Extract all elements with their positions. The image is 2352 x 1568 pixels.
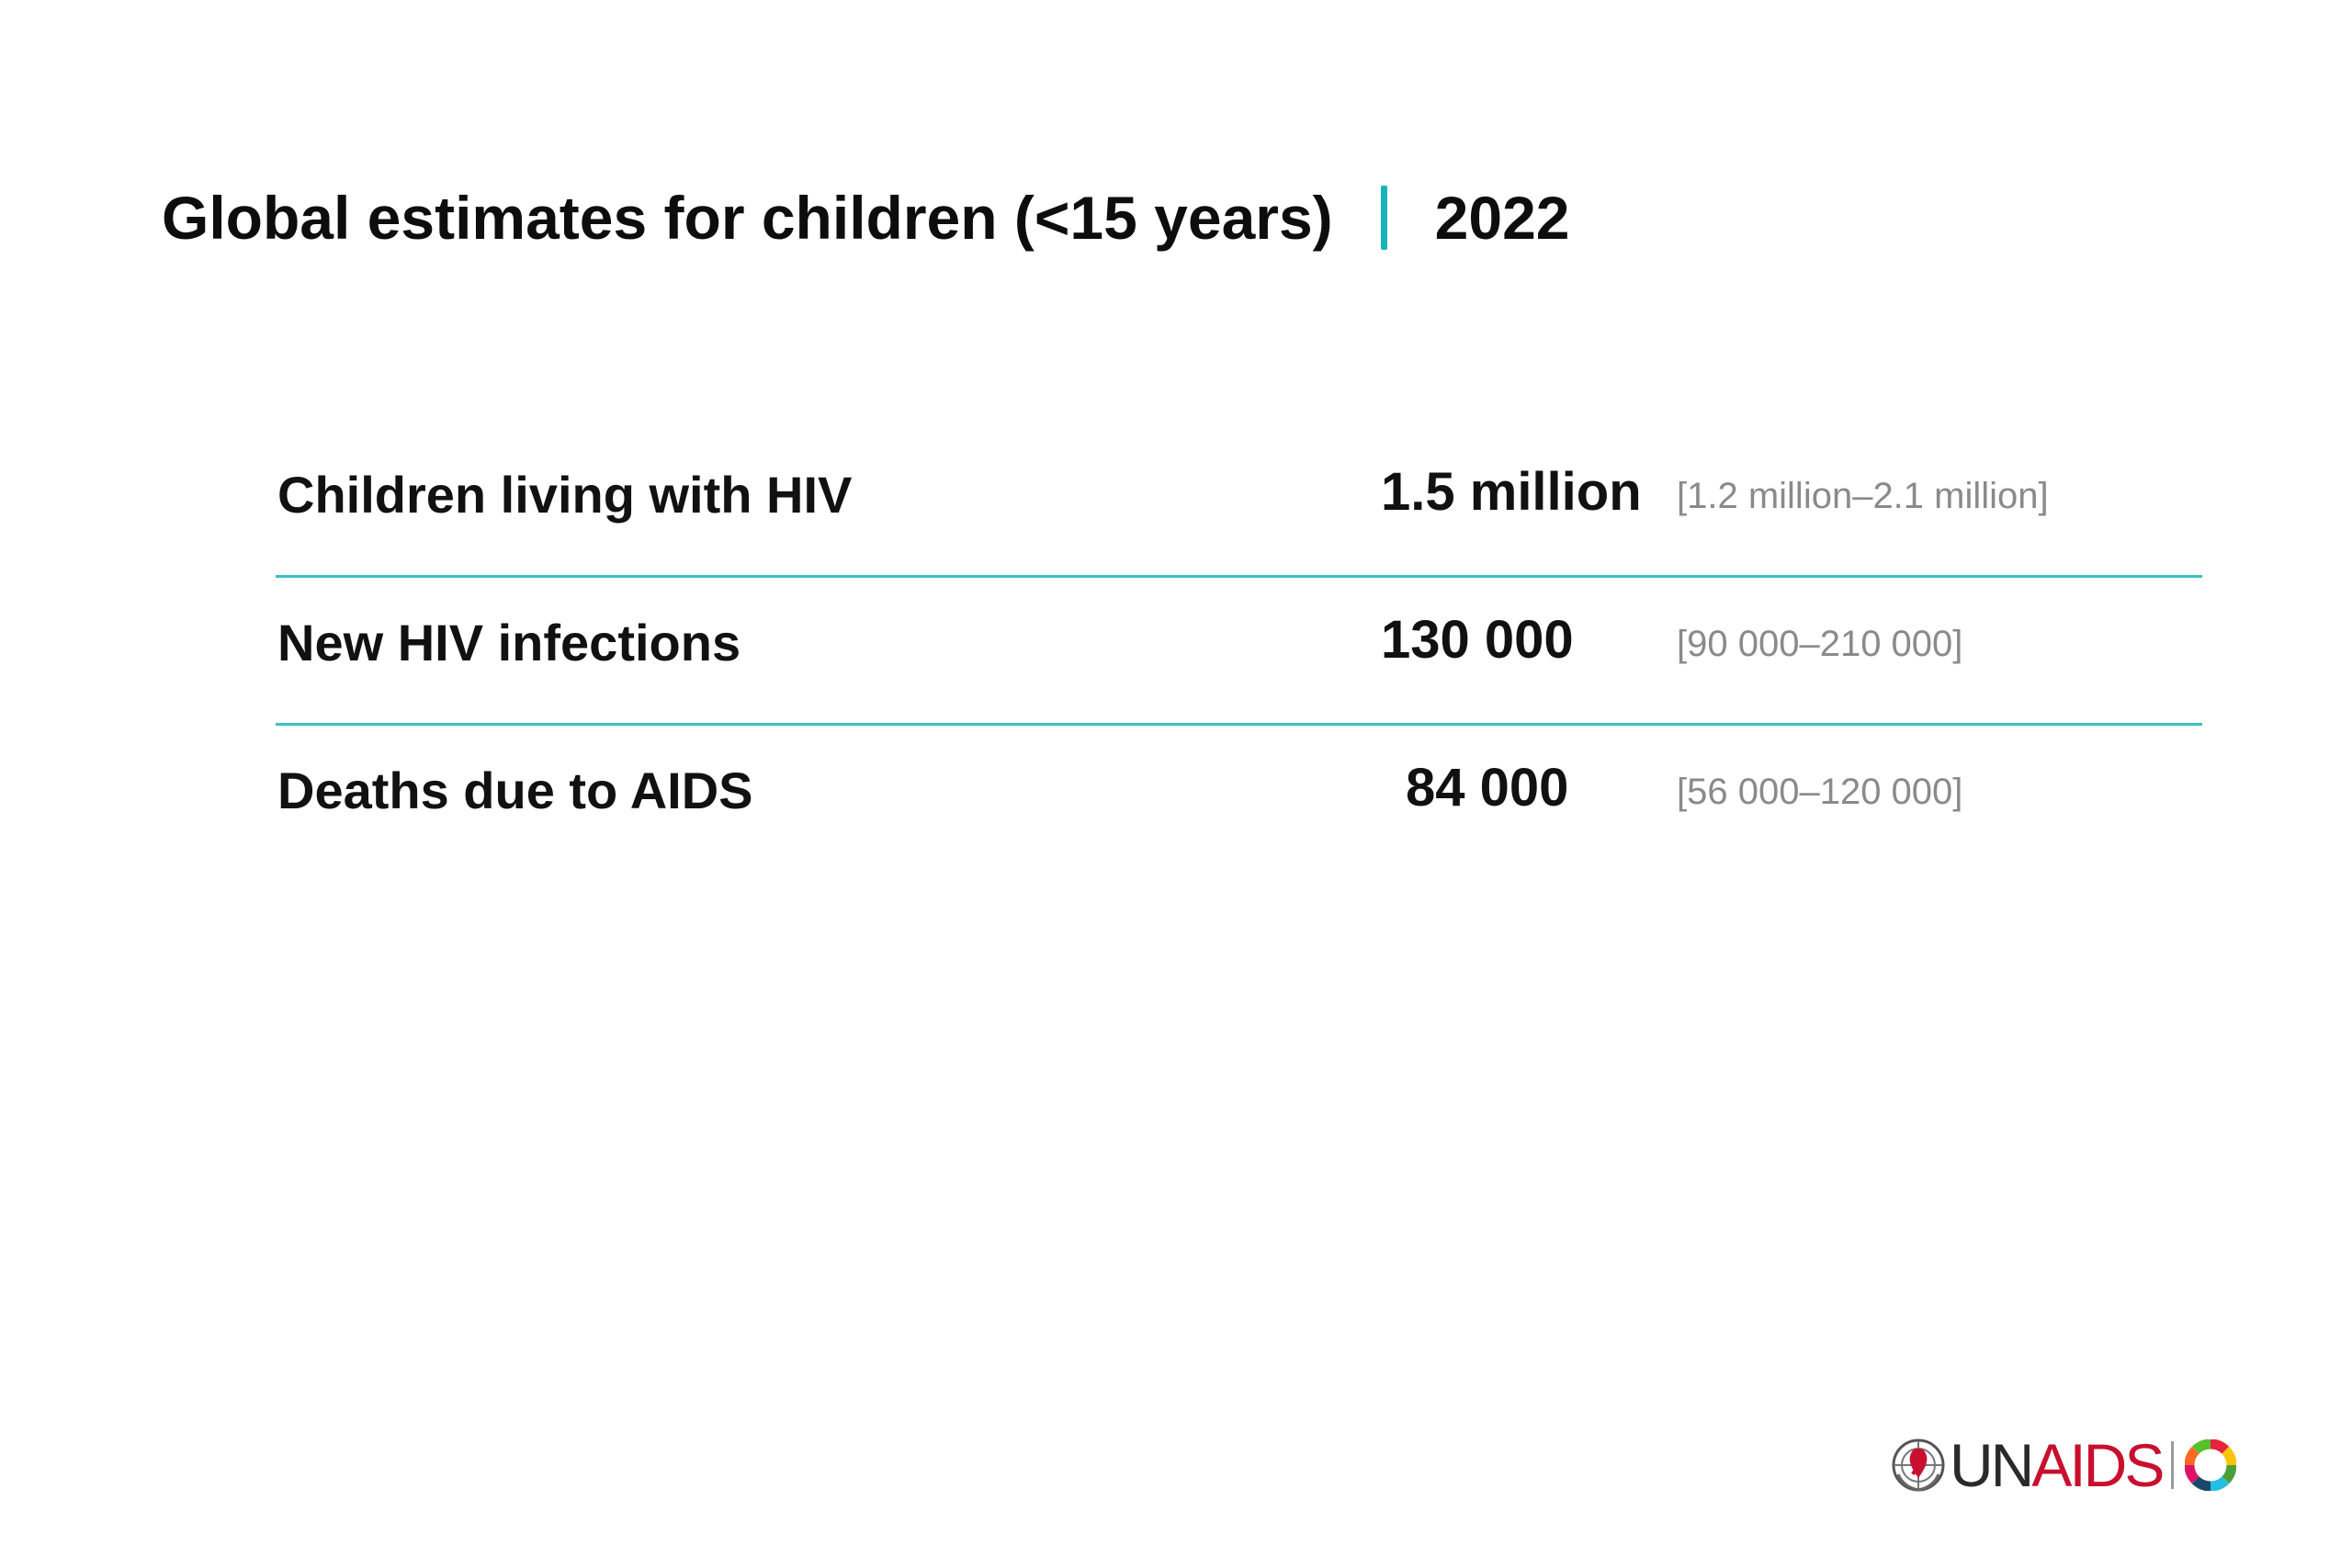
logo-text-aids: AIDS <box>2031 1431 2165 1499</box>
title-divider <box>1380 186 1387 250</box>
table-row: New HIV infections 130 000 [90 000–210 0… <box>276 578 2202 726</box>
sdg-wheel-icon <box>2185 1439 2237 1491</box>
row-label: New HIV infections <box>277 614 741 671</box>
logo-text-un: UN <box>1950 1431 2034 1499</box>
row-range: [90 000–210 000] <box>1677 624 1963 664</box>
row-range: [56 000–120 000] <box>1677 772 1963 812</box>
table-row: Children living with HIV 1.5 million [1.… <box>276 430 2202 578</box>
row-value: 130 000 <box>1381 610 1574 670</box>
title-text: Global estimates for children (<15 years… <box>162 184 1333 252</box>
un-emblem-icon <box>1892 1438 1945 1492</box>
row-range: [1.2 million–2.1 million] <box>1677 476 2049 516</box>
logo-separator <box>2171 1441 2175 1489</box>
unaids-logo: UN AIDS <box>1891 1431 2237 1499</box>
row-label: Deaths due to AIDS <box>277 761 753 819</box>
page-title: Global estimates for children (<15 years… <box>162 176 1570 259</box>
estimates-table: Children living with HIV 1.5 million [1.… <box>276 430 2202 871</box>
title-year: 2022 <box>1434 184 1570 252</box>
table-row: Deaths due to AIDS 84 000 [56 000–120 00… <box>276 726 2202 871</box>
row-value: 84 000 <box>1406 758 1569 818</box>
row-value: 1.5 million <box>1381 462 1642 522</box>
row-label: Children living with HIV <box>277 466 853 524</box>
